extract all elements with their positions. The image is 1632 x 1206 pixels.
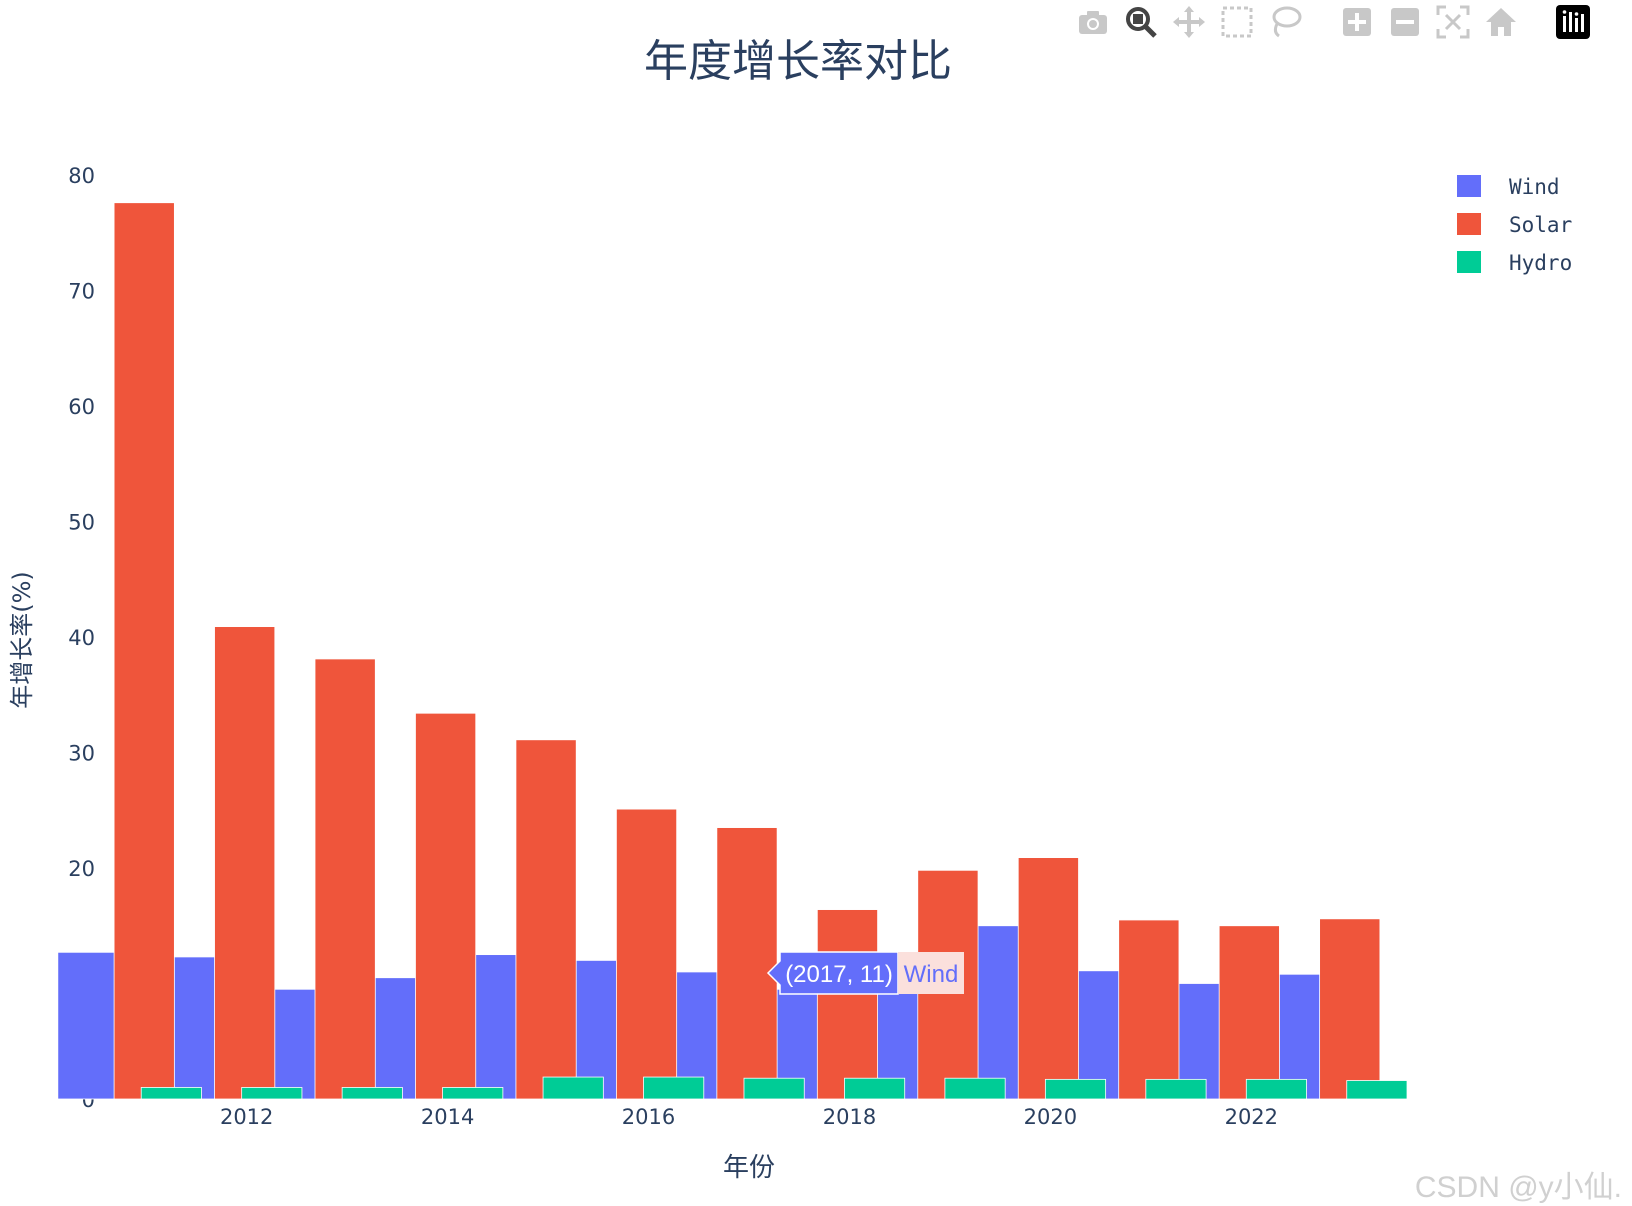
y-axis-title: 年增长率(%) xyxy=(8,571,36,709)
x-tick-label: 2014 xyxy=(421,1105,474,1129)
bar-hydro[interactable] xyxy=(442,1087,504,1100)
bar-solar[interactable] xyxy=(1017,857,1079,1100)
bar-hydro[interactable] xyxy=(140,1087,202,1100)
x-tick-label: 2022 xyxy=(1225,1105,1278,1129)
legend-label-wind[interactable]: Wind xyxy=(1509,175,1560,199)
bar-solar[interactable] xyxy=(816,909,878,1100)
bar-hydro[interactable] xyxy=(1346,1080,1408,1100)
bar-wind[interactable] xyxy=(57,951,119,1100)
bar-solar[interactable] xyxy=(515,739,577,1100)
bar-solar[interactable] xyxy=(716,827,778,1100)
x-axis-title: 年份 xyxy=(723,1153,775,1183)
bar-solar[interactable] xyxy=(1319,918,1381,1100)
camera-icon[interactable] xyxy=(1075,4,1111,40)
bar-hydro[interactable] xyxy=(341,1087,403,1100)
x-axis: 2012 2014 2016 2018 2020 2022 xyxy=(220,1105,1278,1129)
modebar xyxy=(1075,2,1605,42)
plotly-logo-icon[interactable] xyxy=(1555,4,1591,40)
chart-title: 年度增长率对比 xyxy=(644,36,952,87)
legend-swatch-hydro[interactable] xyxy=(1457,251,1481,273)
legend-swatch-wind[interactable] xyxy=(1457,175,1481,197)
hover-label: (2017, 11) xyxy=(785,961,893,988)
bar-hydro[interactable] xyxy=(844,1077,906,1100)
bar-solar[interactable] xyxy=(615,808,678,1100)
hover-tooltip: (2017, 11) Wind xyxy=(766,951,964,995)
legend-label-hydro[interactable]: Hydro xyxy=(1509,251,1572,275)
x-tick-label: 2018 xyxy=(823,1105,876,1129)
bar-hydro[interactable] xyxy=(944,1077,1006,1100)
watermark: CSDN @y小仙. xyxy=(1414,1171,1622,1204)
bar-solar[interactable] xyxy=(1218,925,1280,1100)
bar-solar[interactable] xyxy=(214,626,276,1100)
bar-solar[interactable] xyxy=(314,658,376,1100)
pan-icon[interactable] xyxy=(1171,4,1207,40)
y-tick-label: 60 xyxy=(68,395,95,419)
legend-swatch-solar[interactable] xyxy=(1457,213,1481,235)
bar-hydro[interactable] xyxy=(643,1076,705,1100)
bar-hydro[interactable] xyxy=(241,1087,303,1100)
x-tick-label: 2020 xyxy=(1024,1105,1077,1129)
bar-hydro[interactable] xyxy=(1145,1078,1207,1100)
x-tick-label: 2016 xyxy=(622,1105,675,1129)
bar-solar[interactable] xyxy=(1118,919,1180,1100)
box-select-icon[interactable] xyxy=(1219,4,1255,40)
y-tick-label: 70 xyxy=(68,280,95,304)
x-tick-label: 2012 xyxy=(220,1105,273,1129)
autoscale-icon[interactable] xyxy=(1435,4,1471,40)
y-tick-label: 40 xyxy=(68,626,95,650)
y-tick-label: 80 xyxy=(68,164,95,188)
bar-solar[interactable] xyxy=(415,712,477,1100)
bar-hydro[interactable] xyxy=(1044,1078,1107,1100)
y-tick-label: 30 xyxy=(68,742,95,766)
legend-label-solar[interactable]: Solar xyxy=(1509,213,1572,237)
bar-hydro[interactable] xyxy=(743,1077,805,1100)
bar-hydro[interactable] xyxy=(542,1076,604,1100)
reset-axes-icon[interactable] xyxy=(1483,4,1519,40)
bar-solar[interactable] xyxy=(113,202,175,1100)
y-tick-label: 50 xyxy=(68,511,95,535)
zoom-in-icon[interactable] xyxy=(1339,4,1375,40)
bar-hydro[interactable] xyxy=(1245,1078,1307,1100)
lasso-select-icon[interactable] xyxy=(1267,4,1303,40)
zoom-out-icon[interactable] xyxy=(1387,4,1423,40)
plot-area[interactable] xyxy=(57,202,1408,1100)
hover-series-name: Wind xyxy=(904,961,959,988)
hover-series-box xyxy=(898,952,964,994)
legend[interactable]: Wind Solar Hydro xyxy=(1457,175,1572,275)
zoom-icon[interactable] xyxy=(1123,4,1159,40)
y-axis: 01020304050607080 xyxy=(68,164,95,1112)
y-tick-label: 20 xyxy=(68,857,95,881)
